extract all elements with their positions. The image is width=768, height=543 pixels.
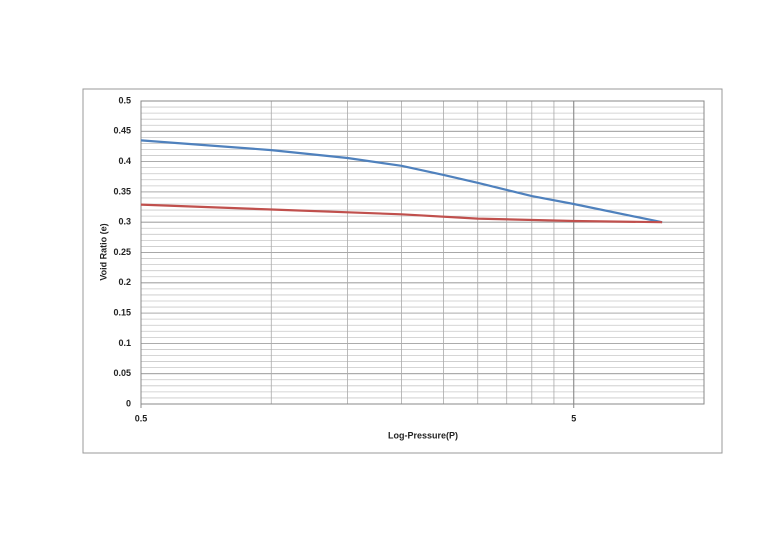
y-tick-label: 0.4 bbox=[118, 156, 131, 166]
x-tick-label: 5 bbox=[571, 413, 576, 423]
y-tick-label: 0.35 bbox=[113, 186, 131, 196]
y-tick-label: 0.05 bbox=[113, 368, 131, 378]
x-tick-label: 0.5 bbox=[135, 413, 148, 423]
y-tick-label: 0.25 bbox=[113, 247, 131, 257]
y-tick-label: 0.5 bbox=[118, 95, 131, 105]
y-tick-label: 0.15 bbox=[113, 307, 131, 317]
y-tick-label: 0.3 bbox=[118, 217, 131, 227]
series-line bbox=[140, 203, 663, 224]
y-tick-label: 0.2 bbox=[118, 277, 131, 287]
series-line bbox=[140, 139, 663, 224]
y-tick-label: 0.1 bbox=[118, 338, 131, 348]
plot-border bbox=[140, 100, 705, 405]
y-axis-title: Void Ratio (e) bbox=[98, 223, 108, 280]
y-tick-label: 0 bbox=[126, 398, 131, 408]
x-axis-title: Log-Pressure(P) bbox=[388, 430, 458, 440]
y-tick-label: 0.45 bbox=[113, 126, 131, 136]
